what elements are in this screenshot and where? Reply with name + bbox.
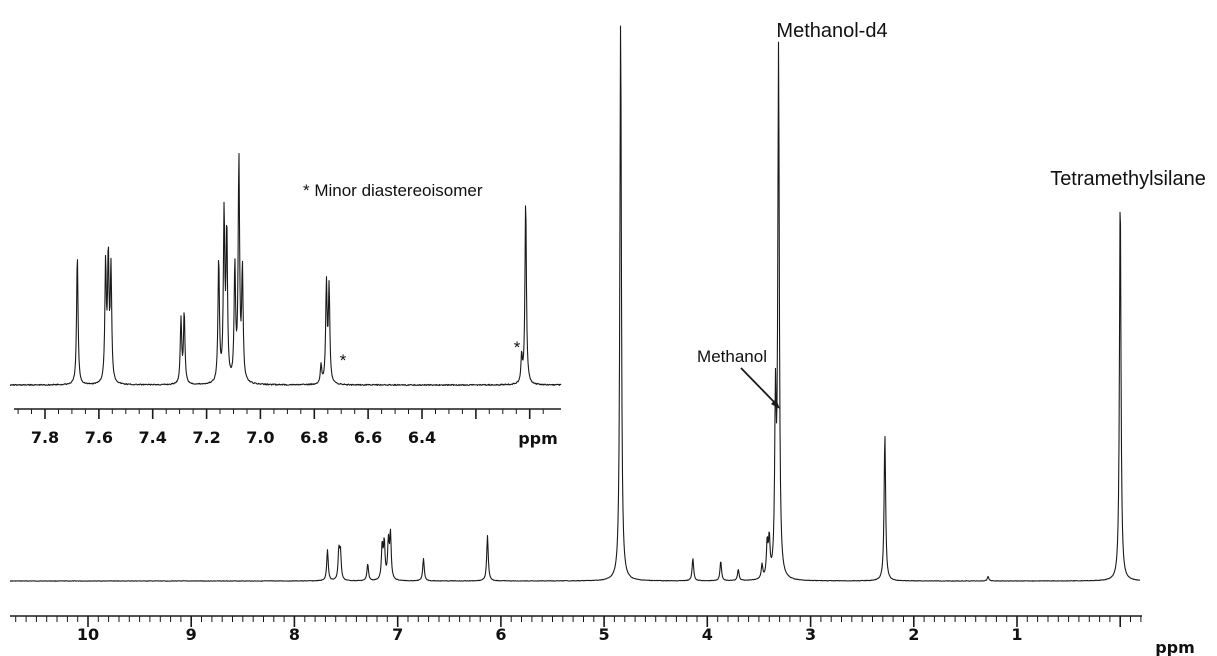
inset-spectrum: 7.8 7.6 7.4 7.2 7.0 6.8 6.6 6.4 ppm * Minor dia… [9,153,562,448]
tick-label: 9 [186,625,197,644]
annotation-tetramethylsilane: Tetramethylsilane [1050,168,1206,190]
tick-label: 3 [805,625,816,644]
tick-label: 4 [702,625,713,644]
inset-minor-peak-marker-2: * [514,338,521,357]
methanol-arrow [740,367,780,409]
tick-label: 7.4 [139,428,167,447]
inset-x-axis-label: ppm [518,429,558,448]
tick-label: 1 [1011,625,1022,644]
tick-label: 6.6 [354,428,382,447]
tick-label: 6 [495,625,506,644]
tick-label: 7 [392,625,403,644]
tick-label: 8 [289,625,300,644]
inset-minor-peak-marker-1: * [340,351,347,370]
tick-label: 7.6 [85,428,113,447]
tick-label: 7.8 [31,428,59,447]
tick-label: 6.8 [300,428,328,447]
tick-label: 10 [77,625,99,644]
tick-label: 2 [908,625,919,644]
main-x-axis-label: ppm [1155,638,1195,656]
tick-label: 6.4 [408,428,436,447]
inset-x-axis-ticks: 7.8 7.6 7.4 7.2 7.0 6.8 6.6 6.4 [17,409,544,447]
tick-label: 7.0 [246,428,274,447]
main-spectrum: 10 9 8 7 6 5 4 3 2 1 ppm Methanol-d4 Methanol Tet… [9,20,1206,656]
tick-label: 5 [599,625,610,644]
inset-annotation-minor-diastereoisomer: * Minor diastereoisomer [303,181,483,200]
main-x-axis-ticks: 10 9 8 7 6 5 4 3 2 1 [15,616,1142,644]
tick-label: 7.2 [192,428,220,447]
annotation-methanol: Methanol [697,347,767,366]
annotation-methanol-d4: Methanol-d4 [776,20,887,42]
inset-spectrum-trace [9,153,562,387]
main-spectrum-trace [9,25,1141,582]
